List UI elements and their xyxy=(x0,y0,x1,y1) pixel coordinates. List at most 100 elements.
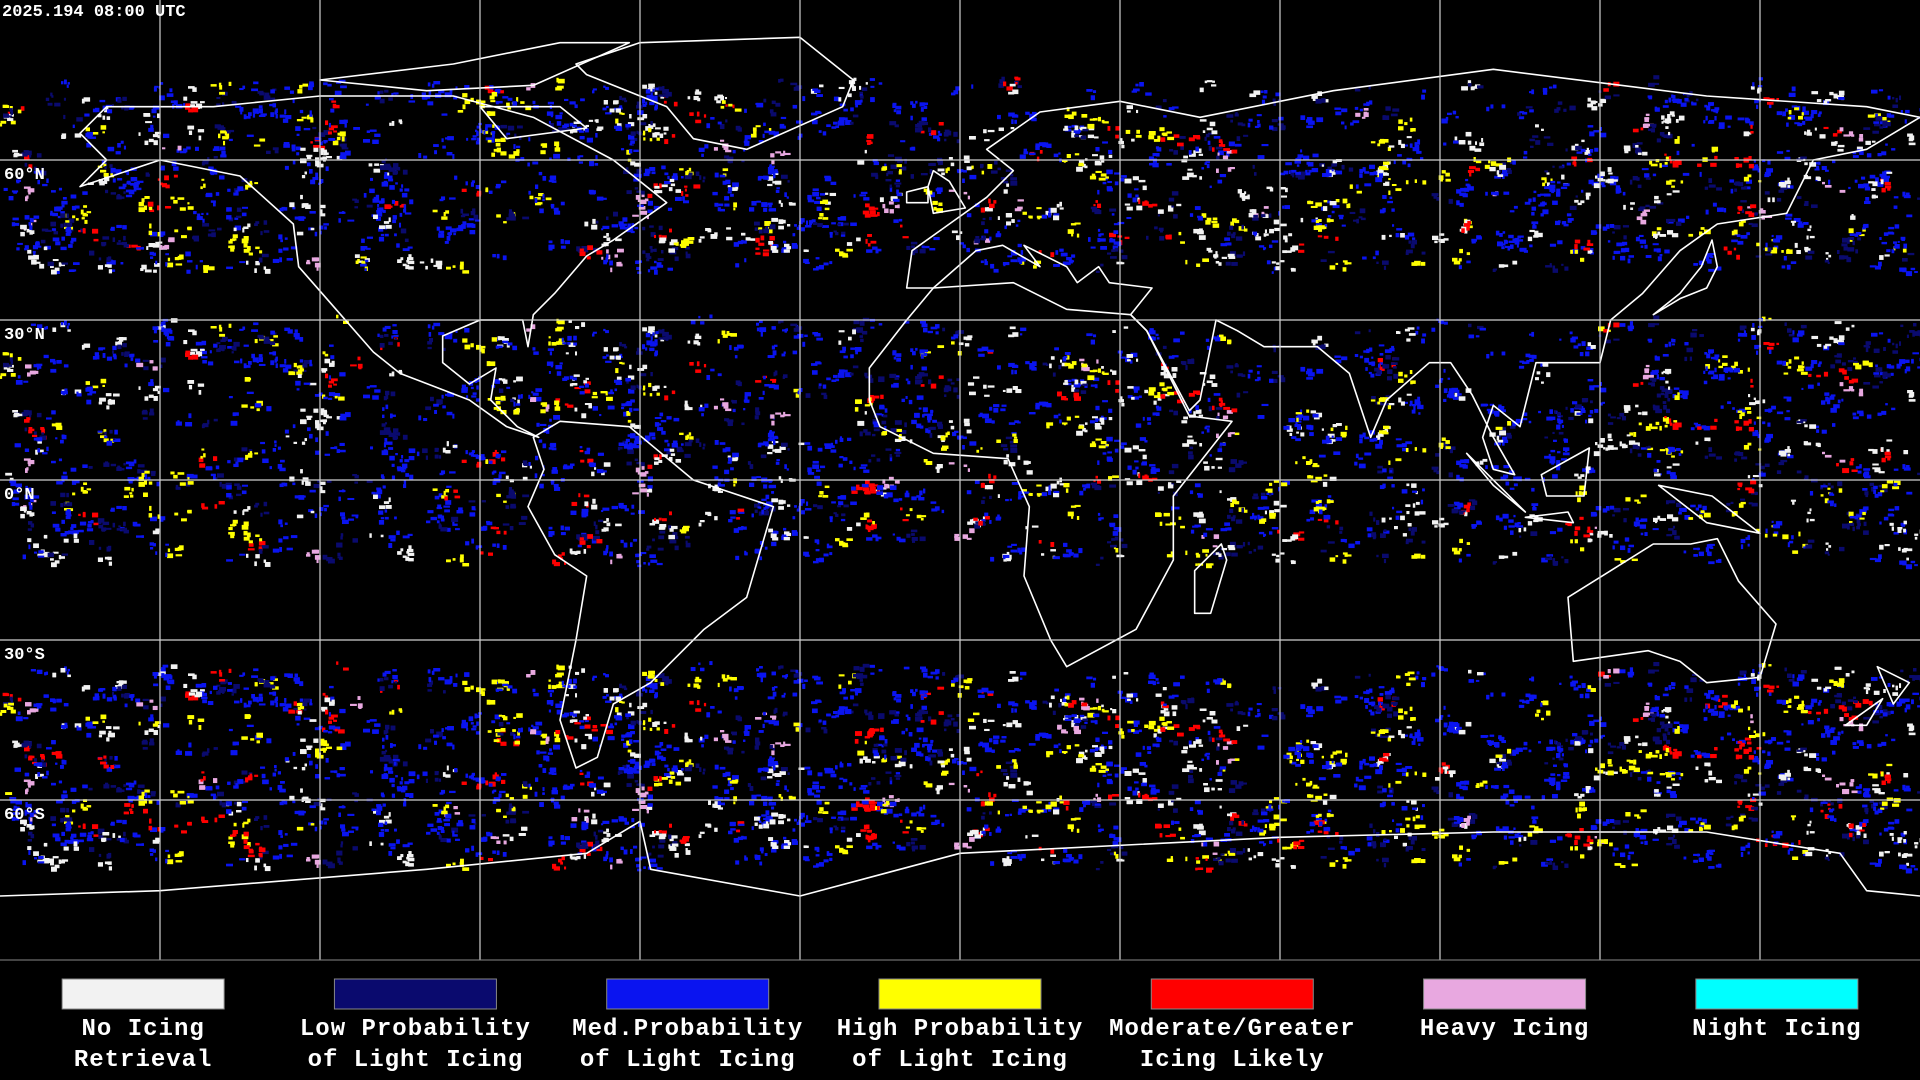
icing-pixel xyxy=(531,391,533,393)
icing-pixel xyxy=(745,135,751,139)
icing-pixel xyxy=(1885,254,1890,256)
icing-pixel xyxy=(891,384,894,387)
icing-pixel xyxy=(1902,258,1908,262)
icing-pixel xyxy=(1377,143,1380,146)
icing-pixel xyxy=(703,180,705,183)
icing-pixel xyxy=(871,454,875,456)
icing-pixel xyxy=(1283,236,1287,240)
icing-pixel xyxy=(1318,235,1322,237)
icing-pixel xyxy=(1737,212,1740,214)
icing-pixel xyxy=(1815,128,1817,131)
icing-pixel xyxy=(1397,444,1403,447)
icing-pixel xyxy=(223,141,225,145)
icing-pixel xyxy=(1017,257,1020,262)
icing-pixel xyxy=(1658,256,1662,261)
icing-pixel xyxy=(1362,257,1367,260)
icing-pixel xyxy=(1684,551,1687,554)
icing-pixel xyxy=(697,112,700,117)
icing-pixel xyxy=(1644,209,1650,211)
icing-pixel xyxy=(1261,214,1266,217)
icing-pixel xyxy=(374,134,380,137)
icing-pixel xyxy=(1692,144,1695,147)
icing-pixel xyxy=(321,368,327,371)
icing-pixel xyxy=(1523,156,1527,158)
icing-pixel xyxy=(327,84,331,87)
icing-pixel xyxy=(1333,451,1340,455)
icing-pixel xyxy=(124,495,129,498)
icing-pixel xyxy=(264,220,268,224)
icing-pixel xyxy=(1882,171,1887,176)
icing-pixel xyxy=(1892,105,1898,108)
icing-pixel xyxy=(37,153,42,157)
icing-pixel xyxy=(1207,346,1210,350)
icing-pixel xyxy=(1888,96,1891,100)
icing-pixel xyxy=(549,121,551,124)
icing-pixel xyxy=(61,135,66,139)
icing-pixel xyxy=(104,173,109,177)
icing-pixel xyxy=(1641,213,1648,216)
icing-pixel xyxy=(460,262,464,266)
icing-pixel xyxy=(992,420,995,423)
icing-pixel xyxy=(955,86,959,90)
icing-pixel xyxy=(1148,204,1153,208)
icing-pixel xyxy=(437,507,443,509)
icing-pixel xyxy=(683,240,690,242)
icing-pixel xyxy=(111,192,116,194)
icing-pixel xyxy=(1657,138,1661,142)
icing-pixel xyxy=(1046,424,1049,429)
icing-pixel xyxy=(425,406,431,410)
icing-pixel xyxy=(503,221,507,223)
icing-pixel xyxy=(1850,461,1854,465)
icing-pixel xyxy=(1591,106,1597,110)
icing-pixel xyxy=(596,221,598,224)
icing-pixel xyxy=(1616,189,1620,194)
icing-pixel xyxy=(166,185,170,189)
icing-pixel xyxy=(1160,137,1165,142)
icing-pixel xyxy=(1702,506,1706,510)
icing-pixel xyxy=(669,229,672,233)
icing-pixel xyxy=(1435,453,1440,457)
icing-pixel xyxy=(214,146,220,149)
icing-pixel xyxy=(1831,486,1834,489)
icing-pixel xyxy=(1207,80,1213,82)
icing-pixel xyxy=(1109,209,1116,212)
icing-pixel xyxy=(1139,82,1144,87)
icing-pixel xyxy=(1644,117,1649,122)
icing-pixel xyxy=(1863,224,1868,228)
icing-pixel xyxy=(400,121,403,124)
icing-pixel xyxy=(1421,262,1425,266)
icing-pixel xyxy=(104,166,106,169)
icing-pixel xyxy=(1066,488,1068,492)
icing-pixel xyxy=(1736,255,1740,260)
icing-pixel xyxy=(1183,156,1188,159)
icing-pixel xyxy=(998,216,1000,220)
icing-pixel xyxy=(1037,216,1040,219)
icing-pixel xyxy=(724,196,729,200)
icing-pixel xyxy=(1696,99,1699,102)
icing-pixel xyxy=(180,151,186,153)
icing-pixel xyxy=(379,237,384,242)
icing-pixel xyxy=(24,150,29,152)
icing-pixel xyxy=(1642,152,1647,156)
icing-pixel xyxy=(250,406,254,408)
icing-pixel xyxy=(850,223,857,227)
icing-pixel xyxy=(1871,188,1875,191)
icing-pixel xyxy=(1390,197,1393,199)
icing-pixel xyxy=(953,90,958,94)
icing-pixel xyxy=(535,388,542,392)
icing-pixel xyxy=(1767,160,1770,164)
icing-pixel xyxy=(704,144,708,148)
icing-pixel xyxy=(1190,447,1194,450)
icing-pixel xyxy=(587,138,593,143)
icing-pixel xyxy=(1563,183,1570,186)
icing-pixel xyxy=(805,442,811,445)
icing-pixel xyxy=(87,211,91,213)
icing-pixel xyxy=(1578,343,1581,346)
icing-pixel xyxy=(150,125,153,128)
icing-pixel xyxy=(699,148,705,152)
icing-pixel xyxy=(1856,466,1860,469)
icing-pixel xyxy=(230,130,234,132)
icing-pixel xyxy=(1024,461,1029,465)
icing-pixel xyxy=(619,443,625,447)
icing-pixel xyxy=(1824,392,1829,395)
